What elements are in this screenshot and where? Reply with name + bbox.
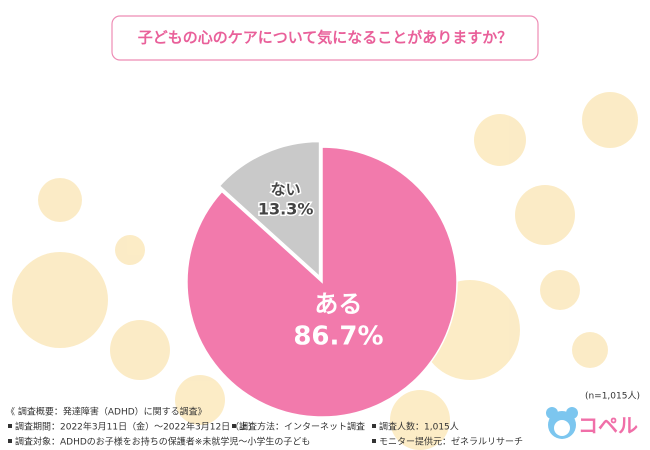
value-label: 13.3% (258, 200, 314, 219)
slice-label: ない (271, 181, 301, 199)
pie-slice (186, 146, 458, 418)
note: 調査方法：インターネット調査 (239, 421, 365, 433)
logo-text: コペル (578, 414, 638, 438)
pie-slice (218, 140, 321, 279)
note: 調査人数：1,015人 (379, 421, 459, 433)
decor-bubbles (12, 92, 638, 450)
slice-label: ある (314, 290, 362, 318)
notes: 《 調査概要：発達障害（ADHD）に関する調査》 調査期間：2022年3月11日… (6, 406, 523, 448)
title-box (111, 15, 539, 61)
sample-note: (n=1,015人) (585, 391, 640, 402)
note: 調査期間：2022年3月11日（金）～2022年3月12日（土） (15, 421, 257, 433)
bullet (8, 439, 12, 443)
note: 調査対象：ADHDのお子様をお持ちの保護者※未就学児～小学生の子ども (15, 436, 310, 448)
value-label: 86.7% (293, 322, 383, 352)
note-heading: 《 調査概要：発達障害（ADHD）に関する調査》 (6, 406, 207, 418)
chart-title: 子どもの心のケアについて気になることがありますか？ (138, 29, 513, 47)
bullet (372, 424, 376, 428)
note: モニター提供元：ゼネラルリサーチ (379, 436, 523, 448)
bullet (232, 424, 236, 428)
bullet (372, 439, 376, 443)
logo: コペル (546, 407, 638, 439)
bullet (8, 424, 12, 428)
